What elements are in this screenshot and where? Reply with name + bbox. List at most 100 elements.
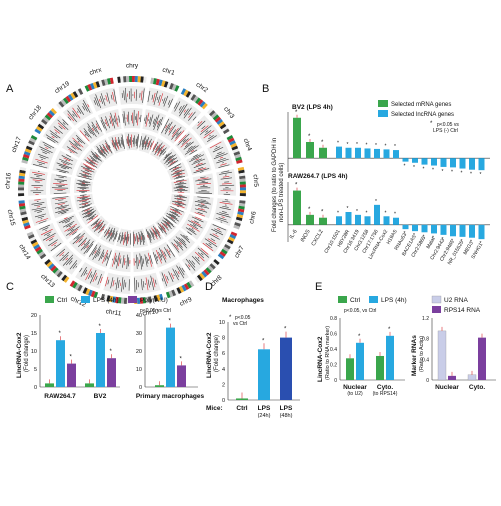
legend-swatch-mrna — [378, 100, 388, 107]
c-tick-left: 20 — [31, 313, 37, 319]
b-lncrna-bar — [384, 216, 390, 225]
e-right-tick: 0 — [426, 378, 429, 384]
d-tick: 4 — [222, 367, 225, 373]
c-bar — [177, 365, 186, 387]
d-tick: 2 — [222, 382, 225, 388]
b-lncrna-bar — [469, 158, 475, 170]
legend-label-polyau: Poly(A:U) — [140, 297, 168, 304]
b-lncrna-bar — [450, 225, 456, 236]
c-sig-star: * — [59, 331, 62, 337]
e-right-bar — [448, 376, 456, 380]
legend-label-lps: LPS (4h) — [93, 297, 119, 304]
legend-swatch-lps — [81, 296, 90, 303]
b-sig-star: * — [432, 168, 434, 174]
chromosome-band — [126, 76, 129, 82]
b-mrna-tick-label: iNOS — [300, 229, 312, 244]
d-category-sublabel: (48h) — [280, 413, 293, 419]
b-lncrna-bar — [422, 158, 428, 164]
chromosome-label-chr18: chr18 — [27, 104, 43, 121]
chromosome-label-chr6: chr6 — [248, 210, 258, 224]
b-mrna-bar — [293, 191, 301, 225]
circos-plot: chrychr1chr2chr3chr4chr5chr6chr7chr8chr9… — [4, 63, 259, 318]
b-lncrna-bar — [393, 218, 399, 225]
chromosome-band — [240, 187, 246, 190]
chromosome-band — [135, 76, 138, 82]
e-right-ylabel: Marker RNAs — [411, 335, 418, 376]
d-sig-star: * — [262, 338, 265, 344]
chromosome-band — [18, 190, 24, 193]
circos-track — [50, 196, 73, 219]
c-sig-star: * — [169, 319, 172, 325]
b-sig-star: * — [404, 164, 406, 170]
c-group-label: Primary macrophages — [136, 393, 205, 400]
b-lncrna-bar — [460, 225, 466, 237]
panel-label-c: C — [6, 281, 14, 293]
b-lncrna-bar — [460, 158, 466, 168]
b-sig-star: * — [347, 142, 349, 148]
b-sig-star: * — [375, 143, 377, 149]
c-bar — [67, 364, 76, 387]
c-group-label: RAW264.7 — [44, 393, 76, 400]
e-legend-swatch-lps — [369, 296, 378, 303]
b-lncrna-bar — [469, 225, 475, 238]
e-left-category-sublabel: (to RPS14) — [373, 391, 398, 397]
b-mrna-bar — [319, 218, 327, 225]
e-legend-swatch-rps14 — [432, 306, 441, 313]
e-right-tick: 0.8 — [422, 337, 429, 343]
legend-label-lncrna: Selected lncRNA genes — [391, 112, 454, 118]
b-lncrna-bar — [412, 225, 418, 231]
d-ylabel-2: (Fold change) — [214, 335, 220, 372]
chromosome-label-chr5: chr5 — [251, 174, 259, 188]
b-sig-star: * — [470, 172, 472, 178]
b-sig-star: * — [366, 210, 368, 216]
b-sig-star: * — [451, 169, 453, 175]
b-lncrna-bar — [441, 225, 447, 235]
chromosome-band — [18, 184, 24, 187]
chromosome-label-chr17: chr17 — [11, 136, 24, 154]
b-sig-star: * — [394, 144, 396, 150]
b-lncrna-bar — [412, 158, 418, 163]
panel-label-e: E — [315, 281, 322, 293]
b-sig-star: * — [347, 206, 349, 212]
e-right-bar — [438, 331, 446, 380]
c-tick-left: 10 — [31, 349, 37, 355]
chromosome-label-chr2: chr2 — [195, 81, 210, 94]
chromosome-band — [18, 187, 24, 190]
b-sig-star: * — [385, 210, 387, 216]
d-title: Macrophages — [222, 297, 264, 304]
chromosome-label-chr9: chr9 — [179, 296, 194, 308]
c-tick-right: 10 — [136, 367, 142, 373]
b-mrna-bar — [293, 118, 301, 158]
b-lncrna-bar — [374, 149, 380, 158]
c-group-label: BV2 — [94, 393, 107, 400]
b-mrna-bar — [306, 215, 314, 225]
e-left-tick: 0.6 — [330, 332, 337, 338]
d-category-label: LPS — [280, 405, 293, 412]
b-lncrna-bar — [403, 225, 409, 229]
e-right-category-label: Nuclear — [435, 384, 459, 391]
e-left-bar — [376, 356, 384, 380]
c-bar — [56, 340, 65, 387]
c-bar — [155, 385, 164, 387]
chromosome-label-chr19: chr19 — [54, 80, 72, 95]
c-bar — [96, 333, 105, 387]
e-right-tick: 0.4 — [422, 357, 429, 363]
c-bar — [166, 328, 175, 387]
d-bar — [280, 338, 292, 400]
e-left-ylabel: LincRNA-Cox2 — [317, 336, 324, 382]
e-note: p<0.05, vs Ctrl — [344, 308, 376, 314]
b-sig-star: * — [308, 134, 311, 140]
c-bar — [45, 383, 54, 387]
e-legend-label-ctrl: Ctrl — [350, 297, 361, 304]
b-sig-star: * — [413, 165, 415, 171]
c-sig-star: * — [110, 349, 113, 355]
e-right-tick: 1.2 — [422, 316, 429, 322]
b-lncrna-bar — [346, 212, 352, 225]
b-asterisk-note: * — [430, 121, 433, 127]
e-left-sig-star: * — [388, 327, 391, 333]
b-note-2: LPS (-) Ctrl — [433, 128, 458, 134]
b-mrna-bar — [319, 148, 327, 158]
legend-swatch-lncrna — [378, 110, 388, 117]
b-sig-star: * — [356, 209, 358, 215]
